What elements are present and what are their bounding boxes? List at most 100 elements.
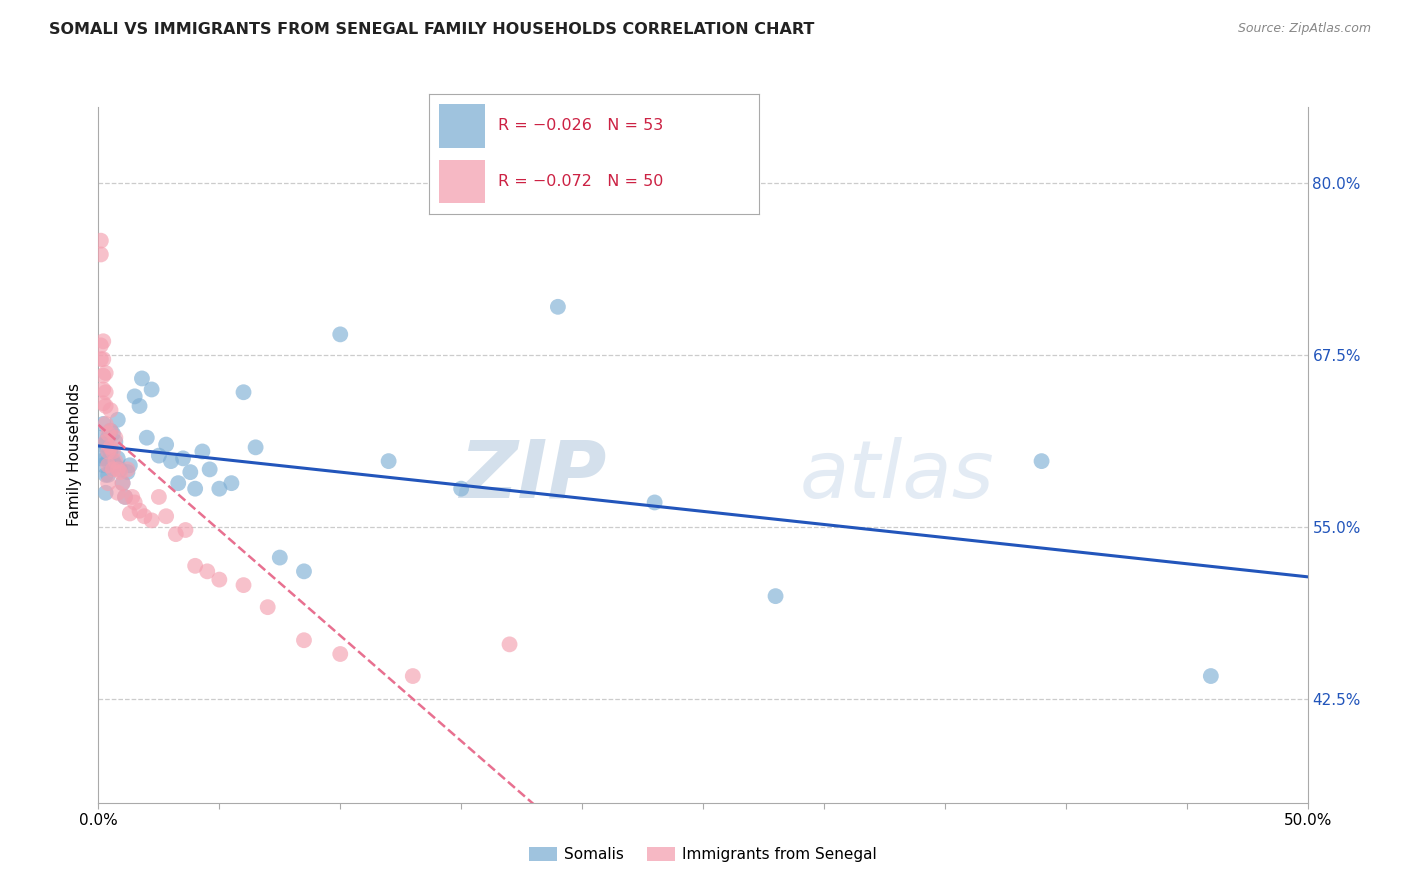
Point: [765, 589, 787, 603]
Point: [101, 444, 124, 458]
Point: [90, 352, 112, 367]
Point: [195, 565, 218, 579]
Point: [179, 465, 201, 479]
Text: ZIP: ZIP: [458, 437, 606, 515]
Point: [90, 431, 112, 445]
Point: [97, 458, 120, 473]
Point: [165, 527, 187, 541]
Point: [100, 444, 122, 458]
Point: [269, 550, 291, 565]
Point: [402, 669, 425, 683]
Point: [232, 385, 254, 400]
Point: [100, 441, 122, 455]
Point: [97, 426, 120, 441]
Point: [167, 476, 190, 491]
Text: Source: ZipAtlas.com: Source: ZipAtlas.com: [1237, 22, 1371, 36]
Point: [94, 437, 117, 451]
Point: [128, 504, 150, 518]
Point: [121, 490, 143, 504]
Point: [90, 247, 112, 261]
Point: [377, 454, 399, 468]
Point: [91, 368, 114, 383]
Point: [172, 451, 194, 466]
Point: [1031, 454, 1053, 468]
Point: [184, 482, 207, 496]
Point: [100, 424, 122, 438]
Point: [94, 451, 117, 466]
Point: [97, 454, 120, 468]
Point: [94, 485, 117, 500]
Point: [208, 482, 231, 496]
Point: [91, 352, 114, 367]
Point: [114, 490, 136, 504]
Point: [108, 462, 131, 476]
Point: [107, 462, 129, 476]
Point: [498, 637, 520, 651]
Point: [547, 300, 569, 314]
Point: [104, 458, 127, 473]
Point: [107, 485, 129, 500]
Point: [104, 454, 127, 468]
Point: [128, 399, 150, 413]
Point: [198, 462, 221, 476]
Point: [90, 451, 112, 466]
Point: [91, 396, 114, 410]
Point: [94, 417, 117, 431]
Point: [107, 451, 129, 466]
Point: [97, 431, 120, 445]
Point: [90, 338, 112, 352]
Bar: [439, 104, 485, 148]
Point: [91, 458, 114, 473]
Point: [108, 465, 131, 479]
Point: [450, 482, 472, 496]
Text: R = −0.072   N = 50: R = −0.072 N = 50: [498, 174, 664, 189]
Point: [174, 523, 197, 537]
Text: SOMALI VS IMMIGRANTS FROM SENEGAL FAMILY HOUSEHOLDS CORRELATION CHART: SOMALI VS IMMIGRANTS FROM SENEGAL FAMILY…: [49, 22, 814, 37]
Text: R = −0.026   N = 53: R = −0.026 N = 53: [498, 118, 664, 133]
Point: [141, 513, 163, 527]
Point: [91, 383, 114, 397]
Point: [101, 454, 124, 468]
Point: [101, 426, 124, 441]
Point: [91, 334, 114, 349]
Point: [118, 458, 141, 473]
Point: [97, 467, 120, 482]
Point: [148, 449, 170, 463]
Legend: Somalis, Immigrants from Senegal: Somalis, Immigrants from Senegal: [523, 841, 883, 868]
Point: [100, 403, 122, 417]
Bar: [439, 160, 485, 203]
Point: [114, 490, 136, 504]
Point: [191, 444, 214, 458]
Point: [124, 389, 146, 403]
Point: [221, 476, 243, 491]
Point: [184, 558, 207, 573]
Point: [135, 431, 157, 445]
Point: [94, 399, 117, 413]
Point: [141, 383, 163, 397]
Point: [292, 633, 315, 648]
Point: [104, 434, 127, 449]
Point: [160, 454, 183, 468]
Point: [134, 509, 156, 524]
Point: [97, 476, 120, 491]
Point: [111, 476, 134, 491]
Point: [155, 509, 177, 524]
Point: [329, 647, 352, 661]
Point: [256, 600, 278, 615]
Point: [111, 476, 134, 491]
Point: [131, 371, 153, 385]
Point: [100, 424, 122, 438]
Point: [1199, 669, 1222, 683]
Point: [101, 462, 124, 476]
Point: [124, 495, 146, 509]
Point: [94, 434, 117, 449]
Point: [148, 490, 170, 504]
Point: [232, 578, 254, 592]
Point: [245, 441, 267, 455]
Point: [94, 366, 117, 380]
Point: [94, 467, 117, 482]
Point: [90, 234, 112, 248]
Point: [107, 413, 129, 427]
Point: [644, 495, 666, 509]
Point: [97, 444, 120, 458]
